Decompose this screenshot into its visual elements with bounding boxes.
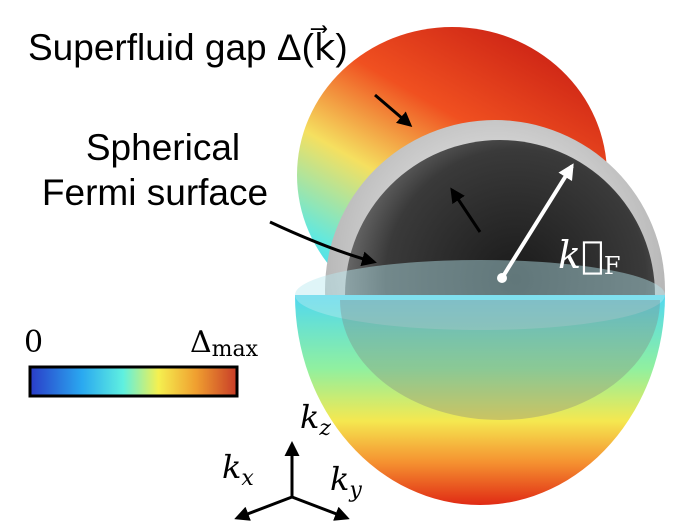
- diagram: Superfluid gap Δ(k⃗) Spherical Fermi sur…: [0, 0, 682, 523]
- colorbar-max: Δmax: [190, 325, 259, 362]
- kf-origin: [497, 273, 507, 283]
- kx-label: kx: [222, 448, 254, 491]
- gap-label: Superfluid gap Δ(k⃗): [28, 24, 348, 68]
- colorbar-min: 0: [24, 325, 43, 360]
- colorbar: 0 Δmax: [24, 325, 259, 396]
- fermi-label: Fermi surface: [42, 172, 268, 213]
- ky-label: ky: [330, 460, 362, 503]
- fermi-label: Spherical: [86, 127, 240, 168]
